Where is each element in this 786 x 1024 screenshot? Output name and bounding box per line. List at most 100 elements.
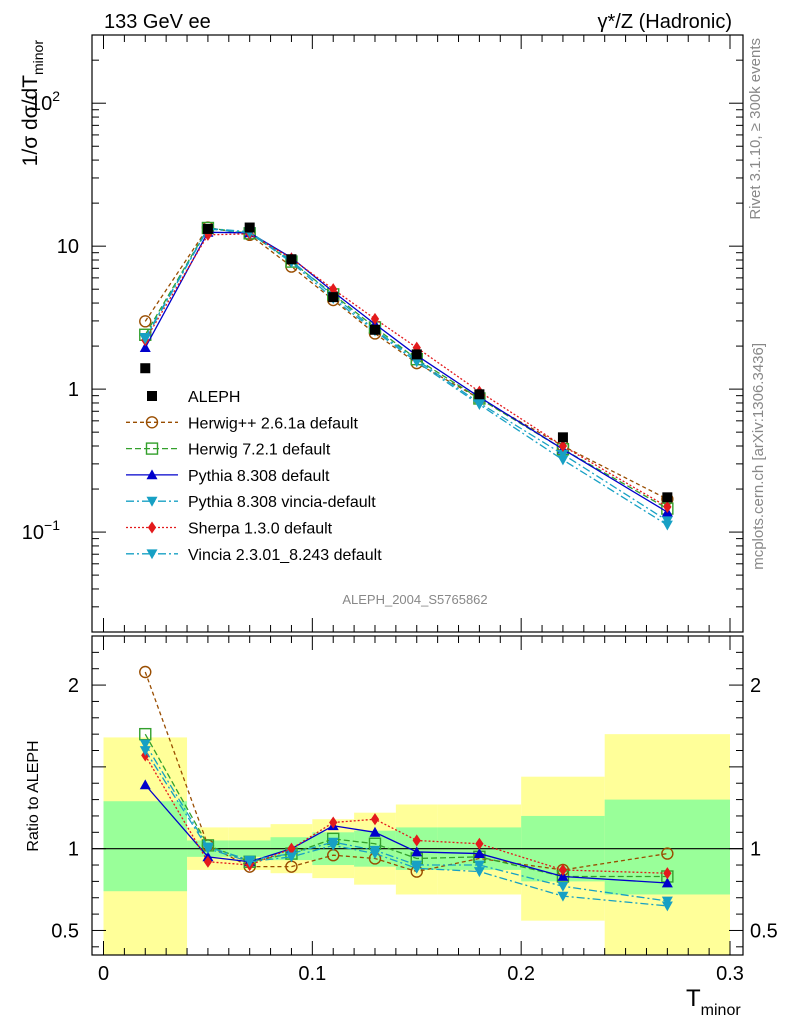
y-ratio-tick-label: 0.5: [51, 920, 79, 942]
series-ratio-line: [144, 733, 668, 878]
y-axis-label-main: 1/σ dσ/dTminor: [19, 40, 46, 167]
ratio-plot-frame: [91, 635, 744, 956]
legend-label: Herwig 7.2.1 default: [188, 442, 331, 459]
marker-square-filled: [286, 254, 297, 265]
series-ratio-line: [144, 671, 668, 873]
marker-circle: [145, 416, 159, 429]
marker-triangle-down: [411, 863, 423, 874]
x-tick-label: 0.3: [716, 963, 744, 985]
series-0-main: [139, 221, 674, 506]
series-4-ratio: [141, 749, 672, 880]
marker-triangle-down: [661, 901, 673, 912]
marker-triangle-down: [557, 891, 569, 902]
marker-triangle-down: [244, 857, 256, 868]
marker-triangle-down: [146, 496, 158, 507]
marker-diamond: [370, 312, 380, 325]
marker-diamond: [287, 842, 296, 855]
data-points: [140, 222, 673, 503]
y-main-tick-label-base: 10: [57, 236, 79, 258]
marker-triangle-up: [146, 469, 158, 480]
y-ratio-tick-label: 1: [68, 839, 79, 861]
marker-triangle-down: [285, 852, 297, 863]
marker-triangle-up: [369, 826, 381, 837]
x-axis-label-text: T: [686, 985, 701, 1012]
y-ratio-tick-label-right: 2: [750, 675, 761, 697]
x-tick-label: 0.1: [298, 963, 326, 985]
y-main-tick-label-exp: −1: [44, 517, 60, 533]
marker-triangle-down: [473, 400, 485, 411]
series-line: [144, 227, 668, 522]
series-ratio-line: [144, 750, 668, 907]
marker-triangle-down: [327, 840, 339, 851]
marker-diamond: [663, 500, 672, 513]
legend-label: Pythia 8.308 default: [188, 468, 330, 485]
marker-triangle-up: [139, 779, 151, 790]
legend-label: ALEPH: [188, 389, 240, 406]
x-tick-label: 0.2: [507, 963, 535, 985]
marker-square-filled: [328, 292, 339, 303]
legend-label: Herwig++ 2.6.1a default: [188, 415, 358, 432]
series-line: [144, 227, 668, 510]
legend-item-4: Pythia 8.308 vincia-default: [126, 494, 376, 511]
legend-label: Vincia 2.3.01_8.243 default: [188, 547, 382, 564]
series-ratio-line: [144, 784, 668, 884]
marker-square-filled: [147, 391, 157, 401]
x-tick-label: 0: [98, 963, 109, 985]
y-main-tick-label: 10−1: [22, 517, 60, 544]
main-plot-frame: [91, 34, 744, 633]
legend-item-2: Herwig 7.2.1 default: [126, 442, 331, 459]
legend-label: Pythia 8.308 vincia-default: [188, 494, 376, 511]
y-main-tick-label-base: 10: [30, 93, 52, 115]
marker-square: [145, 442, 159, 455]
marker-triangle-down: [139, 334, 151, 345]
marker-square-filled: [369, 324, 380, 335]
y-main-tick-label: 1: [68, 379, 79, 401]
marker-triangle-down: [369, 849, 381, 860]
marker-diamond: [329, 816, 338, 829]
marker-square-filled: [662, 492, 673, 503]
legend: ALEPH Herwig++ 2.6.1a default Herwig 7.2.1…: [126, 389, 382, 564]
legend-item-3: Pythia 8.308 default: [126, 468, 330, 485]
y-axis-label-main-sub: minor: [30, 40, 46, 75]
marker-circle: [661, 847, 674, 860]
y-main-tick-label: 10: [57, 236, 79, 258]
y-ratio-tick-label-right: 1: [750, 839, 761, 861]
marker-triangle-down: [202, 844, 214, 855]
marker-square-filled: [411, 349, 422, 360]
marker-circle: [139, 665, 152, 679]
legend-label: Sherpa 1.3.0 default: [188, 521, 333, 538]
x-axis-label: Tminor: [686, 985, 741, 1019]
marker-triangle-down: [557, 881, 569, 892]
marker-triangle-up: [139, 342, 151, 353]
series-5-ratio: [139, 746, 673, 912]
marker-diamond: [558, 439, 568, 453]
y-main-tick-label-exp: 2: [52, 88, 60, 104]
y-axis-label-ratio: Ratio to ALEPH: [25, 740, 42, 851]
marker-square-filled: [474, 389, 485, 400]
marker-diamond: [663, 867, 672, 880]
marker-diamond: [412, 834, 421, 847]
marker-square-filled: [557, 432, 568, 443]
marker-square-filled: [140, 363, 151, 374]
y-main-tick-label-base: 1: [68, 379, 79, 401]
marker-diamond: [370, 813, 380, 826]
marker-circle: [139, 315, 152, 328]
marker-square-filled: [202, 223, 213, 234]
marker-triangle-down: [557, 449, 569, 460]
side-label-bottom: mcplots.cern.ch [arXiv:1306.3436]: [750, 343, 767, 570]
legend-item-5: Sherpa 1.3.0 default: [126, 521, 333, 538]
series-line: [144, 231, 668, 513]
marker-triangle-down: [139, 746, 151, 757]
y-ratio-tick-label-right: 0.5: [750, 920, 778, 942]
y-ratio-tick-label: 2: [68, 675, 79, 697]
y-main-tick-label-base: 10: [22, 522, 44, 544]
band-inner: [103, 801, 188, 892]
marker-diamond: [558, 863, 568, 876]
marker-triangle-up: [661, 877, 673, 888]
side-label-top: Rivet 3.1.10, ≥ 300k events: [747, 38, 764, 220]
series-line: [144, 233, 668, 508]
marker-triangle-down: [139, 739, 151, 750]
y-axis-label-main-text: 1/σ dσ/dT: [19, 75, 42, 166]
